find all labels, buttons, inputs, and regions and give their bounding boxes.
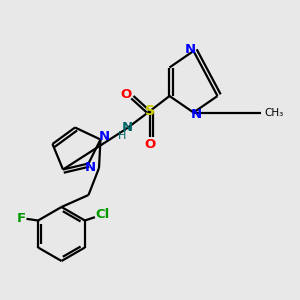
Text: N: N bbox=[122, 121, 133, 134]
Text: O: O bbox=[144, 137, 156, 151]
Text: O: O bbox=[120, 88, 132, 101]
Text: N: N bbox=[98, 130, 110, 143]
Text: CH₃: CH₃ bbox=[265, 107, 284, 118]
Text: S: S bbox=[145, 104, 155, 118]
Text: N: N bbox=[185, 43, 196, 56]
Text: H: H bbox=[118, 130, 127, 141]
Text: N: N bbox=[191, 107, 202, 121]
Text: F: F bbox=[17, 212, 26, 226]
Text: N: N bbox=[84, 160, 96, 174]
Text: Cl: Cl bbox=[96, 208, 110, 221]
